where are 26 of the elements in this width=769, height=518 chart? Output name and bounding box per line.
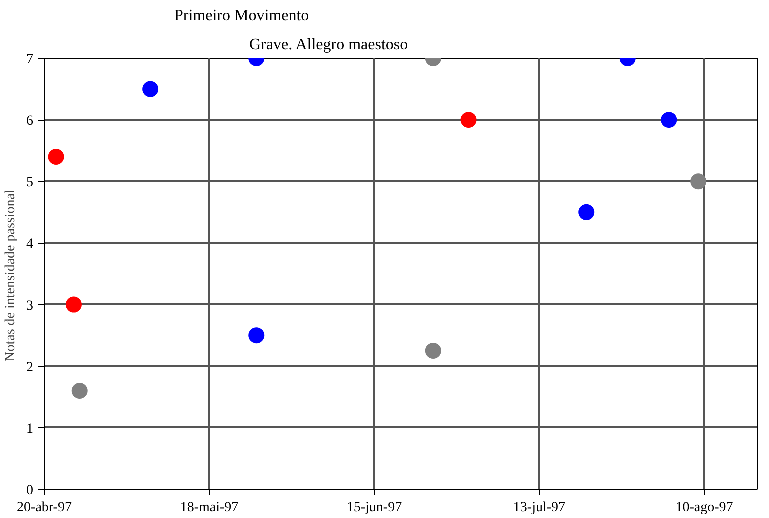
point bbox=[460, 112, 477, 128]
point bbox=[425, 342, 442, 359]
point bbox=[661, 112, 678, 128]
x-tick-label: 13-jul-97 bbox=[513, 500, 566, 516]
point bbox=[248, 328, 265, 344]
y-tick-label: 6 bbox=[26, 114, 34, 130]
x-tick-label: 15-jun-97 bbox=[346, 500, 402, 516]
x-tick-label: 20-abr-97 bbox=[17, 500, 72, 516]
y-tick-label: 7 bbox=[26, 52, 34, 68]
point bbox=[66, 296, 82, 313]
y-tick-label: 4 bbox=[26, 237, 34, 252]
x-tick-label: 10-ago-97 bbox=[676, 500, 734, 516]
point bbox=[690, 174, 707, 190]
chart-subtitle: Grave. Allegro maestoso bbox=[250, 36, 408, 54]
y-tick-label: 5 bbox=[26, 176, 34, 191]
y-tick-label: 0 bbox=[26, 484, 34, 498]
chart-title: Primeiro Movimento bbox=[174, 8, 310, 24]
point bbox=[72, 383, 88, 399]
point bbox=[142, 81, 159, 98]
point bbox=[578, 204, 595, 220]
y-tick-label: 1 bbox=[26, 422, 34, 437]
y-tick-label: 2 bbox=[26, 360, 34, 376]
y-tick-label: 3 bbox=[26, 298, 34, 314]
point bbox=[48, 149, 64, 165]
x-tick-label: 18-mai-97 bbox=[180, 500, 239, 516]
y-axis-title: Notas de intensidade passional bbox=[4, 190, 18, 362]
